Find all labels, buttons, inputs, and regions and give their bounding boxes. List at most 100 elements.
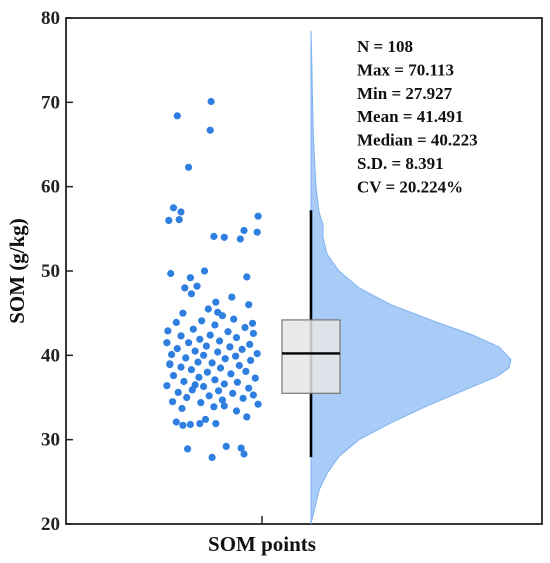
data-point [201,415,210,423]
data-point [214,348,222,356]
data-point [249,329,257,337]
data-point [187,290,195,298]
data-point [218,396,226,404]
iqr-box [281,319,341,394]
data-point [212,298,220,306]
data-point [253,228,261,236]
data-point [187,366,195,374]
data-point [172,418,180,426]
data-point [196,335,204,343]
stat-line: Min = 27.927 [357,84,453,103]
y-tick-label: 50 [41,261,60,282]
data-point [210,232,218,240]
data-point [253,350,261,358]
data-point [242,367,250,375]
data-point [177,332,185,340]
data-point [173,345,181,353]
data-point [221,355,229,363]
data-point [169,398,177,406]
data-point [245,301,253,309]
data-point [248,319,257,327]
data-point [177,208,185,216]
data-point [215,387,223,395]
data-point [230,315,238,323]
data-point [240,450,248,458]
data-point [196,420,204,428]
data-point [220,380,228,388]
y-tick-label: 20 [41,514,60,535]
data-point [210,403,218,411]
stat-line: Max = 70.113 [357,60,454,79]
y-axis-title: SOM (g/kg) [5,218,29,324]
data-point [235,361,243,370]
data-point [178,404,186,413]
data-point [200,267,209,275]
stat-line: N = 108 [357,37,413,56]
data-point [212,420,220,428]
y-axis: 20 30 40 50 60 70 80 [41,8,73,535]
data-point [181,284,189,292]
data-point [208,359,216,367]
data-point [254,212,262,220]
data-point [246,340,254,348]
stat-line: S.D. = 8.391 [357,154,444,173]
y-tick-label: 60 [41,177,60,198]
data-point [183,393,191,402]
data-point [165,216,173,224]
data-point [191,381,199,389]
y-tick-label: 70 [41,92,60,113]
data-point [172,318,180,326]
data-point [216,364,225,372]
y-tick-label: 80 [41,8,60,29]
data-point [174,388,182,396]
data-point [243,413,251,421]
data-point [175,216,183,224]
data-point [177,363,185,371]
data-point [169,372,178,380]
stats-box: N = 108 Max = 70.113 Min = 27.927 Mean = 41… [357,37,478,196]
data-point [164,327,172,335]
data-point [202,342,210,350]
data-point [227,370,235,378]
data-point [237,444,245,452]
data-point [254,400,262,408]
y-tick-label: 40 [41,345,60,366]
data-point [166,360,174,368]
data-point [193,282,201,290]
data-point [216,337,224,345]
x-axis-title: SOM points [208,532,316,556]
data-point [189,325,197,333]
data-point [186,420,194,429]
data-point [211,376,219,384]
data-point [167,269,175,278]
data-point [163,382,171,390]
data-point [224,328,232,336]
stat-line: CV = 20.224% [357,177,463,196]
data-point [232,334,241,342]
data-point [185,339,193,347]
data-point [233,378,241,386]
data-point [173,112,181,120]
data-point [229,389,237,397]
data-point [241,323,249,332]
data-point [198,317,206,325]
data-point [251,374,259,382]
data-point [228,293,236,301]
density-layer [310,30,512,525]
data-point [220,402,228,410]
data-point [179,421,187,429]
data-point [195,373,203,381]
data-point [179,309,187,317]
data-point [203,368,211,376]
data-point [180,377,188,386]
data-point [186,274,194,282]
density-curve [310,30,512,525]
data-point [239,394,247,402]
data-point [214,308,222,316]
plot-frame [65,17,543,525]
data-point [205,392,213,400]
data-point [238,345,246,353]
stat-line: Median = 40.223 [357,131,478,150]
data-point [207,97,215,106]
